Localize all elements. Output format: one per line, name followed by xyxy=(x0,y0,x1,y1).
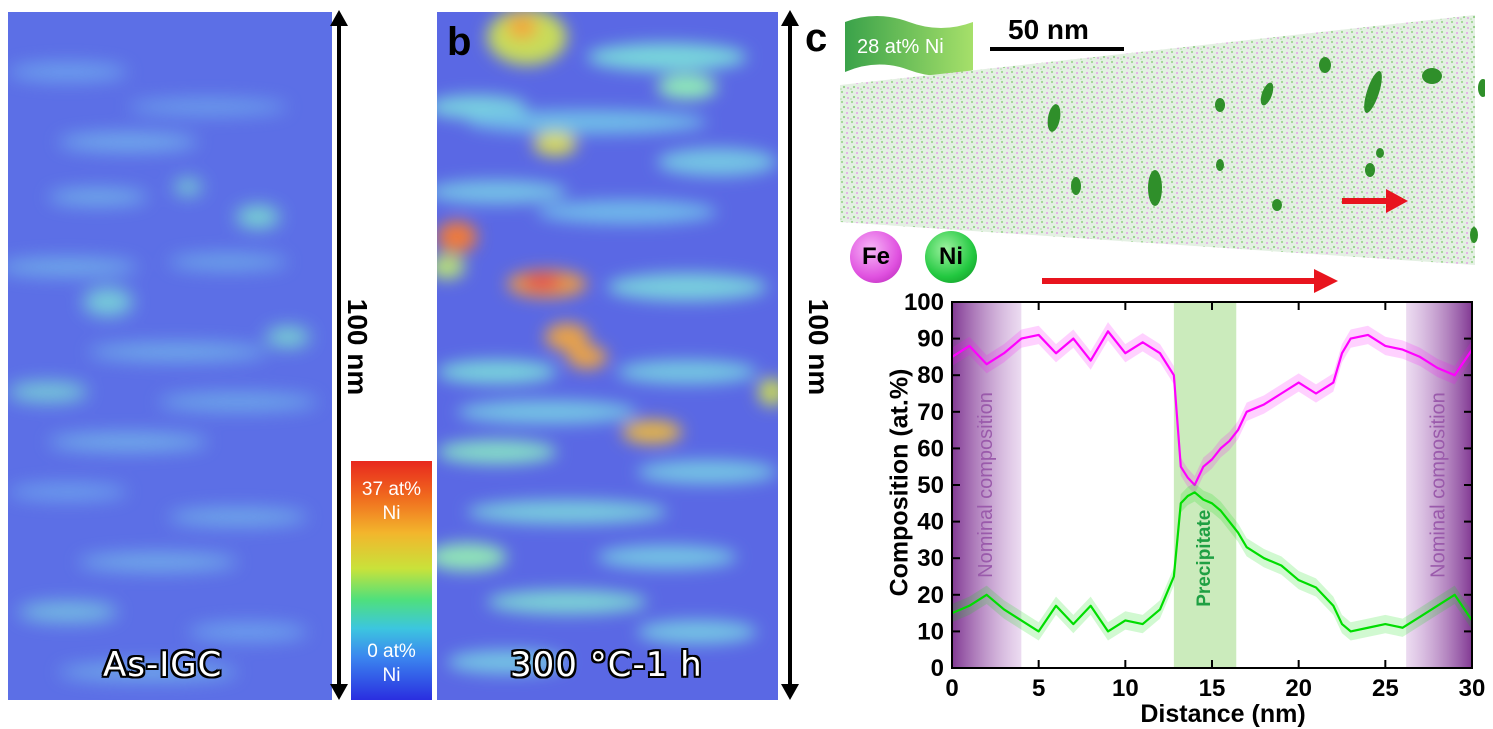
x-tick-label-15: 15 xyxy=(1199,675,1226,702)
x-tick-label-10: 10 xyxy=(1112,675,1139,702)
ni-concentration-map-as-igc xyxy=(8,12,332,700)
isosurface-label: 28 at% Ni xyxy=(857,36,944,58)
band-label-2: Nominal composition xyxy=(1427,392,1449,578)
y-tick-label-20: 20 xyxy=(917,582,944,609)
panel-a-label: As-IGC xyxy=(103,645,223,685)
x-tick-label-5: 5 xyxy=(1032,675,1045,702)
ni-concentration-map-annealed xyxy=(437,12,778,700)
y-tick-label-100: 100 xyxy=(904,289,944,316)
series-fe-line xyxy=(951,330,1473,487)
y-tick-label-10: 10 xyxy=(917,618,944,645)
apt-reconstruction xyxy=(840,15,1485,265)
y-tick-label-30: 30 xyxy=(917,545,944,572)
scale-bar-b xyxy=(781,10,799,700)
band-1 xyxy=(1173,302,1237,668)
y-axis-label: Composition (at.%) xyxy=(885,368,914,597)
composition-profile-chart: 0 5 10 15 20 25 30 0 10 20 30 40 50 60 70 80 90 100 Nomin… xyxy=(904,289,1486,702)
colorbar-min-label: 0 at% xyxy=(367,641,416,662)
reconstruction-scale-bar xyxy=(990,47,1124,51)
fe-legend-label: Fe xyxy=(861,243,890,270)
map-b-graphic xyxy=(437,12,778,700)
scale-bar-a xyxy=(330,10,348,700)
scale-bar-b-label: 100 nm xyxy=(803,298,834,396)
band-label-1: Precipitate xyxy=(1194,510,1215,607)
ni-legend-badge: Ni xyxy=(925,231,977,283)
y-tick-label-70: 70 xyxy=(917,399,944,426)
isosurface-badge xyxy=(845,16,973,76)
series-ni-line xyxy=(951,491,1473,633)
map-a-graphic xyxy=(8,12,332,700)
colorbar-min-unit: Ni xyxy=(382,665,401,686)
x-tick-label-20: 20 xyxy=(1285,675,1312,702)
profile-direction-arrow xyxy=(1042,269,1338,293)
y-tick-label-40: 40 xyxy=(917,509,944,536)
y-tick-label-80: 80 xyxy=(917,362,944,389)
fe-legend-badge: Fe xyxy=(850,231,902,283)
band-label-0: Nominal composition xyxy=(975,392,997,578)
x-tick-label-30: 30 xyxy=(1459,675,1486,702)
small-red-arrow xyxy=(1342,189,1408,213)
series-ni-error-band xyxy=(952,483,1472,641)
colorbar-max-unit: Ni xyxy=(382,503,401,524)
x-axis-label: Distance (nm) xyxy=(1140,700,1306,728)
y-tick-label-60: 60 xyxy=(917,435,944,462)
y-tick-label-90: 90 xyxy=(917,326,944,353)
colorbar-max-label: 37 at% xyxy=(361,479,422,500)
panel-b-letter: b xyxy=(447,20,472,64)
band-2 xyxy=(1406,302,1472,668)
reconstruction-scale-label: 50 nm xyxy=(1008,14,1089,45)
ni-colorbar: 37 at% Ni 0 at% Ni xyxy=(351,461,432,700)
x-tick-label-25: 25 xyxy=(1372,675,1399,702)
scale-bar-a-label: 100 nm xyxy=(342,298,373,396)
panel-c-letter: c xyxy=(805,16,828,60)
x-tick-label-0: 0 xyxy=(945,675,958,702)
y-tick-label-0: 0 xyxy=(931,655,944,682)
y-tick-label-50: 50 xyxy=(917,472,944,499)
panel-b-label: 300 °C-1 h xyxy=(510,645,703,685)
ni-legend-label: Ni xyxy=(939,243,963,270)
